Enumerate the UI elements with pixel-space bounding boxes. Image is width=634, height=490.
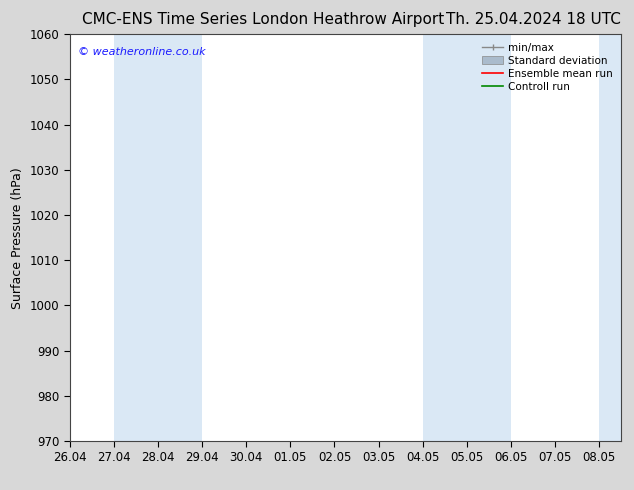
Bar — [423, 34, 511, 441]
Bar — [599, 34, 621, 441]
Text: Th. 25.04.2024 18 UTC: Th. 25.04.2024 18 UTC — [446, 12, 621, 27]
Bar — [114, 34, 202, 441]
Legend: min/max, Standard deviation, Ensemble mean run, Controll run: min/max, Standard deviation, Ensemble me… — [479, 40, 616, 95]
Text: © weatheronline.co.uk: © weatheronline.co.uk — [78, 47, 205, 56]
Text: CMC-ENS Time Series London Heathrow Airport: CMC-ENS Time Series London Heathrow Airp… — [82, 12, 444, 27]
Y-axis label: Surface Pressure (hPa): Surface Pressure (hPa) — [11, 167, 24, 309]
